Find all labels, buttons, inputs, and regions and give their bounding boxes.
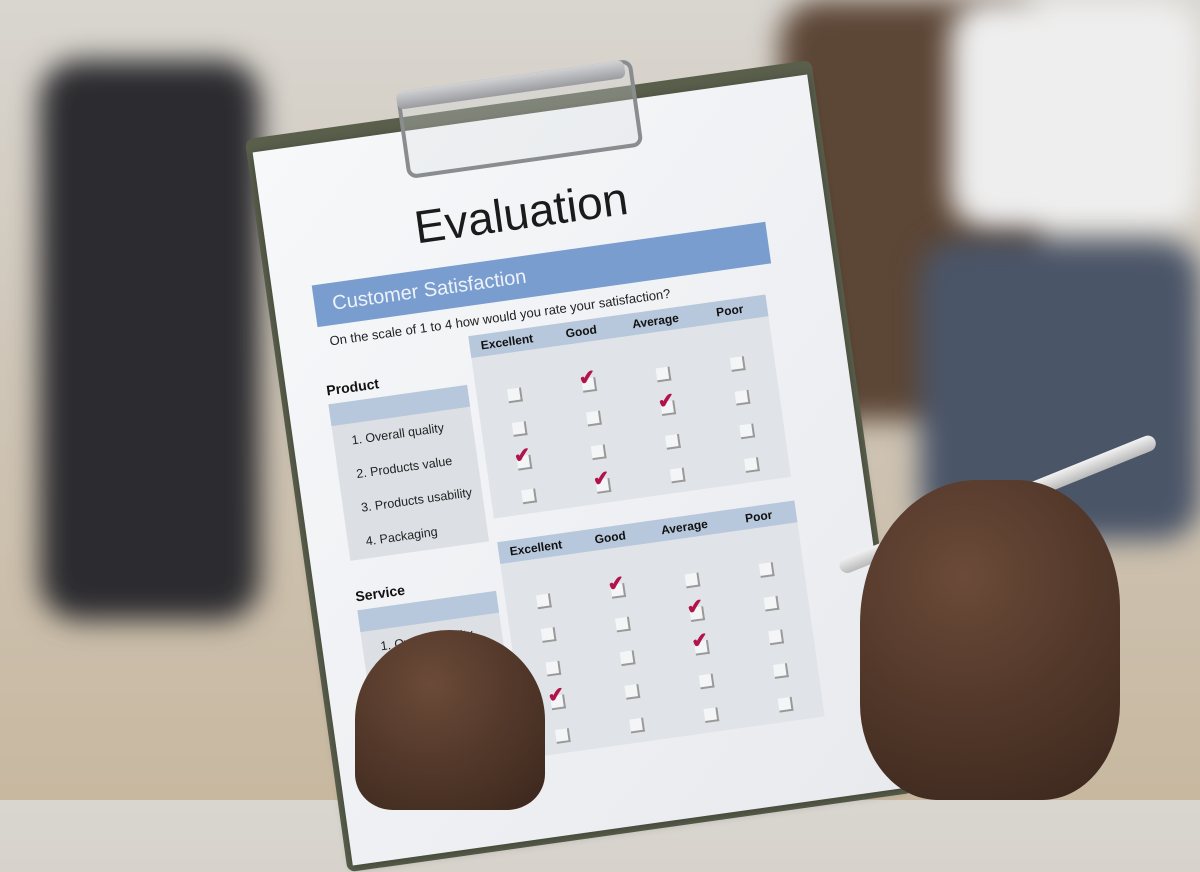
rating-checkbox[interactable] — [623, 684, 640, 700]
rating-checkbox[interactable] — [669, 467, 686, 484]
product-title: Product — [325, 375, 380, 399]
rating-checkbox[interactable] — [684, 572, 700, 589]
checkmark-icon: ✔ — [606, 572, 626, 597]
rating-checkbox[interactable] — [772, 663, 789, 679]
rating-checkbox[interactable] — [758, 562, 775, 578]
rating-checkbox[interactable]: ✔ — [690, 629, 710, 656]
checkmark-icon: ✔ — [685, 595, 705, 620]
product-items: 1. Overall quality 2. Products value 3. Pr… — [328, 384, 490, 561]
right-hand — [860, 480, 1120, 800]
rating-checkbox[interactable] — [535, 593, 552, 610]
checkmark-icon: ✔ — [546, 683, 566, 708]
clipboard: Evaluation Customer Satisfaction On the … — [244, 58, 915, 872]
rating-checkbox[interactable] — [554, 728, 571, 744]
rating-checkbox[interactable]: ✔ — [546, 683, 566, 711]
rating-checkbox[interactable] — [614, 616, 631, 633]
checkmark-icon: ✔ — [577, 366, 597, 391]
rating-checkbox[interactable] — [702, 707, 719, 724]
rating-checkbox[interactable] — [777, 696, 794, 713]
rating-checkbox[interactable]: ✔ — [606, 572, 626, 599]
rating-checkbox[interactable] — [585, 410, 602, 427]
rating-checkbox[interactable] — [511, 421, 528, 437]
rating-checkbox[interactable] — [619, 650, 636, 667]
rating-checkbox[interactable] — [544, 660, 561, 677]
form-title: Evaluation — [411, 172, 632, 254]
rating-checkbox[interactable] — [743, 457, 760, 473]
checkmark-icon: ✔ — [690, 628, 710, 654]
rating-checkbox[interactable] — [698, 673, 715, 690]
rating-checkbox[interactable] — [763, 595, 779, 612]
evaluation-form: Evaluation Customer Satisfaction On the … — [252, 58, 908, 866]
background-person-left — [40, 60, 260, 620]
rating-checkbox[interactable] — [734, 389, 750, 406]
rating-checkbox[interactable]: ✔ — [685, 595, 705, 623]
left-hand-thumb — [355, 630, 545, 810]
rating-checkbox[interactable] — [729, 356, 746, 372]
rating-checkbox[interactable] — [738, 423, 755, 440]
rating-checkbox[interactable] — [767, 629, 784, 646]
checkmark-icon: ✔ — [656, 389, 676, 414]
service-rating-grid: Excellent Good Average Poor ✔ ✔ ✔ ✔ — [497, 500, 825, 759]
rating-checkbox[interactable] — [655, 366, 671, 383]
rating-checkbox[interactable] — [628, 717, 645, 734]
background-laptop — [950, 0, 1200, 230]
rating-checkbox[interactable]: ✔ — [592, 467, 611, 494]
rating-checkbox[interactable] — [664, 433, 681, 450]
rating-checkbox[interactable] — [540, 627, 557, 643]
rating-checkbox[interactable] — [506, 387, 523, 404]
rating-checkbox[interactable]: ✔ — [577, 366, 597, 393]
rating-checkbox[interactable] — [590, 444, 607, 461]
rating-checkbox[interactable]: ✔ — [513, 444, 532, 471]
checkmark-icon: ✔ — [512, 443, 533, 468]
checkmark-icon: ✔ — [591, 467, 612, 492]
rating-checkbox[interactable] — [520, 488, 537, 505]
product-rating-grid: Excellent Good Average Poor ✔ ✔ ✔ ✔ — [468, 294, 791, 519]
rating-checkbox[interactable]: ✔ — [656, 389, 676, 417]
service-title: Service — [354, 581, 406, 605]
